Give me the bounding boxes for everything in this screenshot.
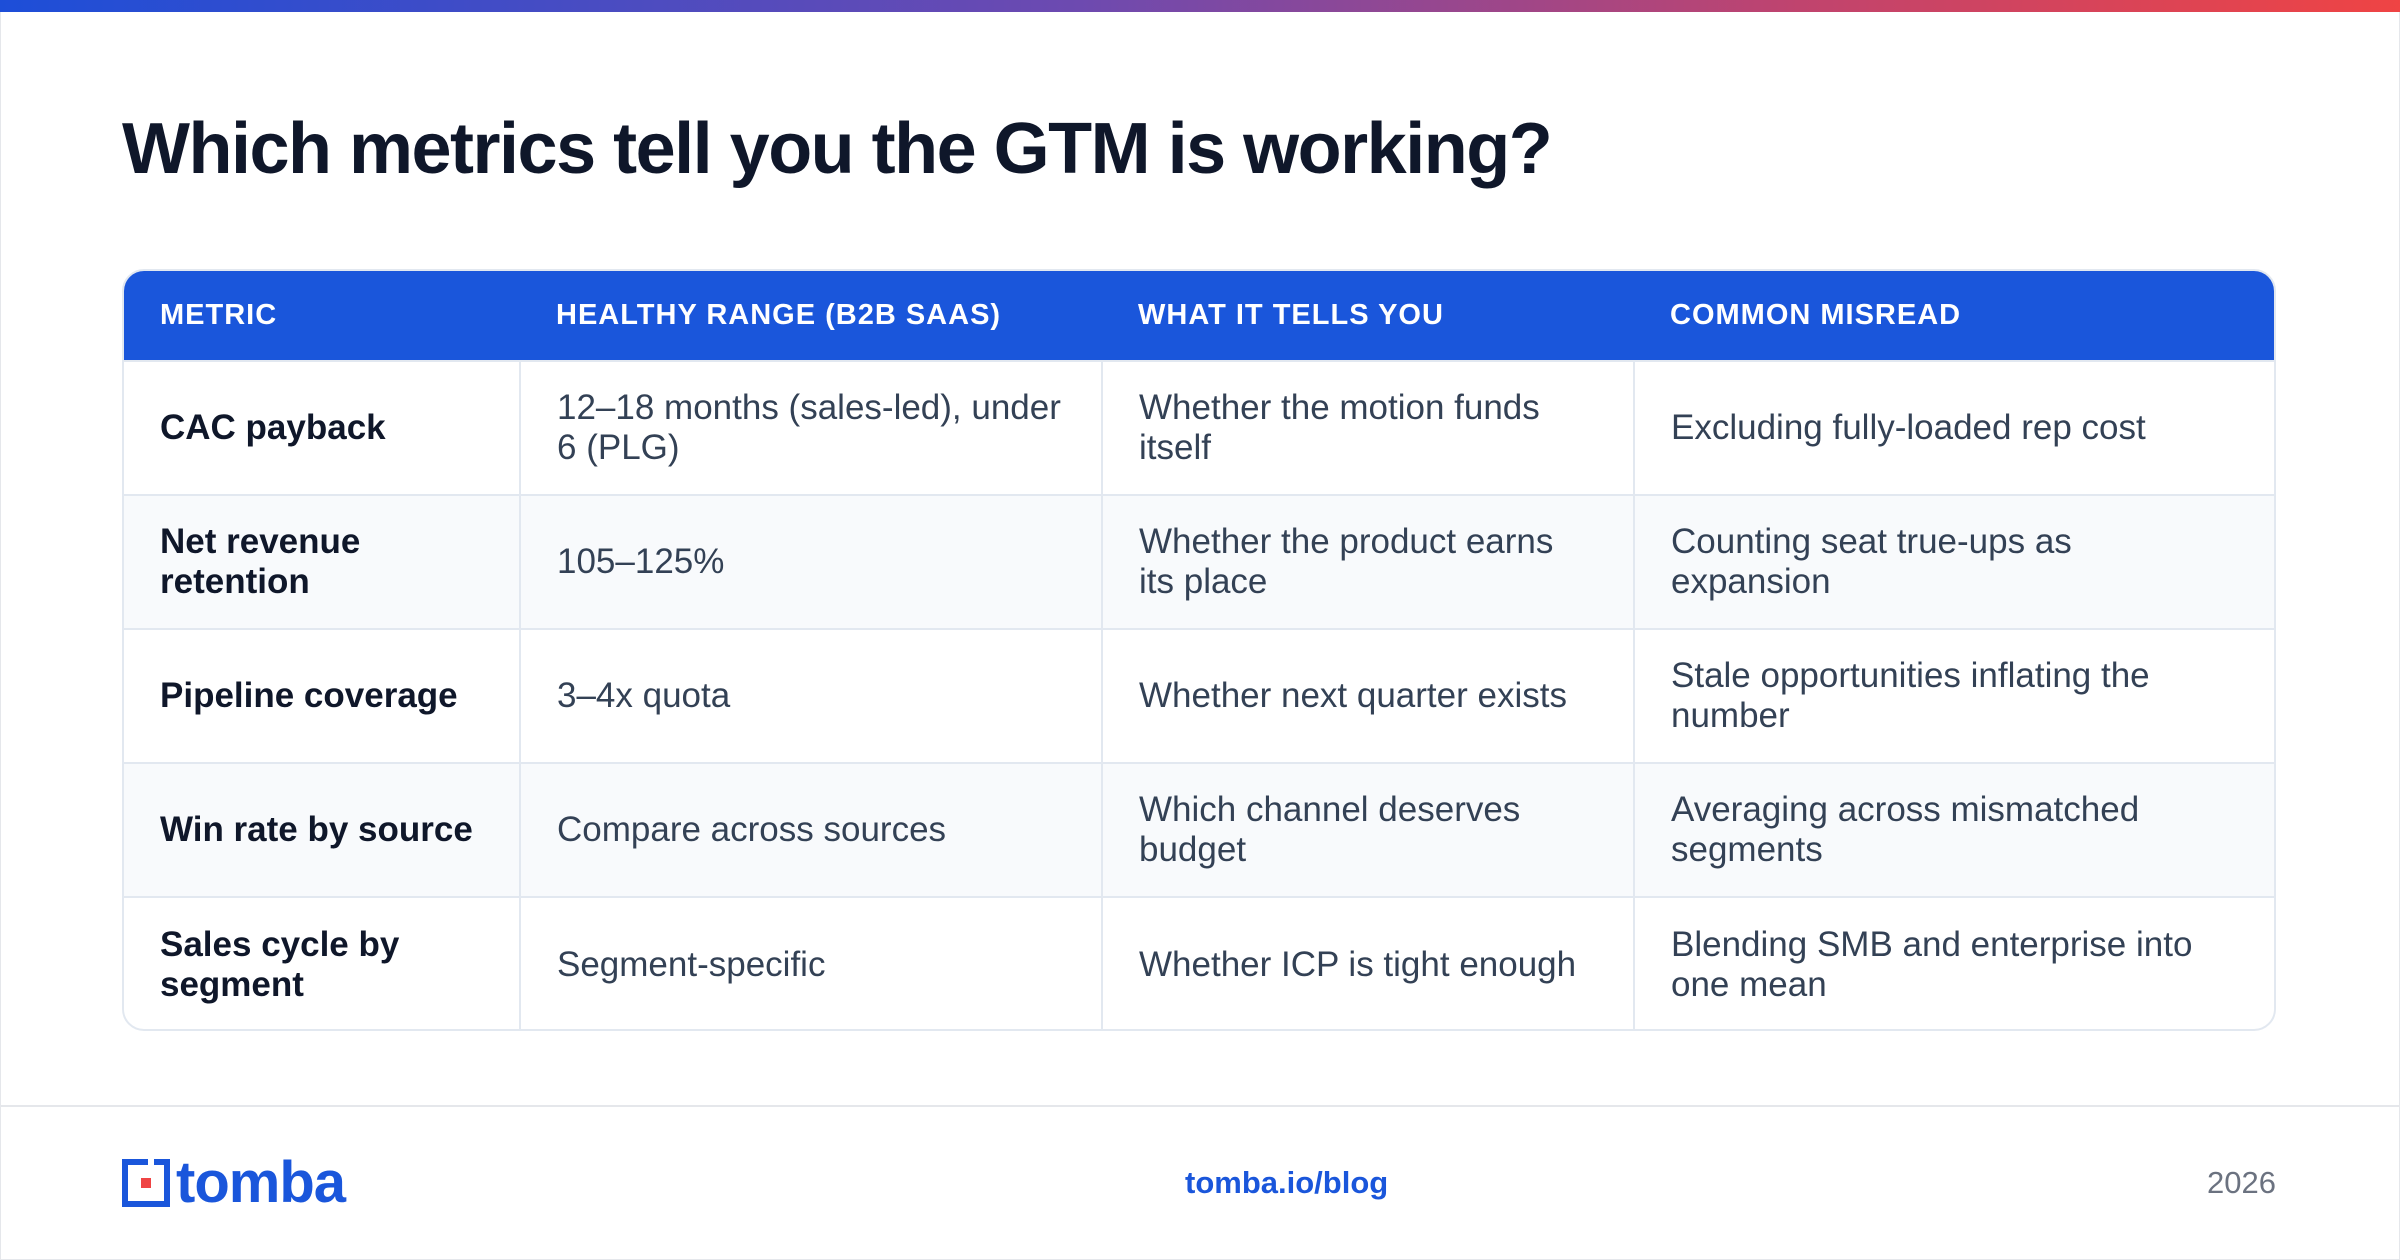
metrics-table: METRIC HEALTHY RANGE (B2B SAAS) WHAT IT … [124, 271, 2274, 1029]
blog-link[interactable]: tomba.io/blog [1185, 1165, 1389, 1200]
header-common-misread: COMMON MISREAD [1634, 271, 2274, 361]
what-it-tells-cell: Whether the product earns its place [1101, 494, 1634, 629]
healthy-range-cell: 3–4x quota [519, 628, 1102, 763]
metric-cell: Sales cycle by segment [124, 896, 520, 1029]
metric-cell: Win rate by source [124, 762, 520, 897]
metric-cell: CAC payback [124, 360, 520, 495]
header-metric: METRIC [124, 271, 520, 361]
metric-cell: Net revenue retention [124, 494, 520, 629]
table-row: CAC payback 12–18 months (sales-led), un… [124, 360, 2274, 495]
top-gradient-bar [0, 0, 2400, 12]
misread-cell: Stale opportunities inflating the number [1633, 628, 2274, 763]
healthy-range-cell: Compare across sources [519, 762, 1102, 897]
metric-cell: Pipeline coverage [124, 628, 520, 763]
misread-cell: Blending SMB and enterprise into one mea… [1633, 896, 2274, 1029]
table-row: Sales cycle by segment Segment-specific … [124, 896, 2274, 1029]
footer-divider [0, 1105, 2400, 1107]
table-row: Win rate by source Compare across source… [124, 762, 2274, 897]
tomba-logo-mark-icon [122, 1159, 170, 1207]
footer-year: 2026 [2207, 1165, 2276, 1200]
misread-cell: Counting seat true-ups as expansion [1633, 494, 2274, 629]
misread-cell: Averaging across mismatched segments [1633, 762, 2274, 897]
table-row: Pipeline coverage 3–4x quota Whether nex… [124, 628, 2274, 763]
what-it-tells-cell: Whether ICP is tight enough [1101, 896, 1634, 1029]
page-title: Which metrics tell you the GTM is workin… [122, 109, 1553, 189]
table-row: Net revenue retention 105–125% Whether t… [124, 494, 2274, 629]
healthy-range-cell: Segment-specific [519, 896, 1102, 1029]
header-healthy-range: HEALTHY RANGE (B2B SAAS) [520, 271, 1102, 361]
what-it-tells-cell: Which channel deserves budget [1101, 762, 1634, 897]
healthy-range-cell: 105–125% [519, 494, 1102, 629]
logo-text: tomba [176, 1150, 346, 1215]
what-it-tells-cell: Whether the motion funds itself [1101, 360, 1634, 495]
misread-cell: Excluding fully-loaded rep cost [1633, 360, 2274, 495]
tomba-logo: tomba [122, 1150, 346, 1215]
what-it-tells-cell: Whether next quarter exists [1101, 628, 1634, 763]
header-what-it-tells-you: WHAT IT TELLS YOU [1102, 271, 1634, 361]
table-header-row: METRIC HEALTHY RANGE (B2B SAAS) WHAT IT … [124, 271, 2274, 361]
metrics-table-container: METRIC HEALTHY RANGE (B2B SAAS) WHAT IT … [122, 269, 2276, 1031]
healthy-range-cell: 12–18 months (sales-led), under 6 (PLG) [519, 360, 1102, 495]
